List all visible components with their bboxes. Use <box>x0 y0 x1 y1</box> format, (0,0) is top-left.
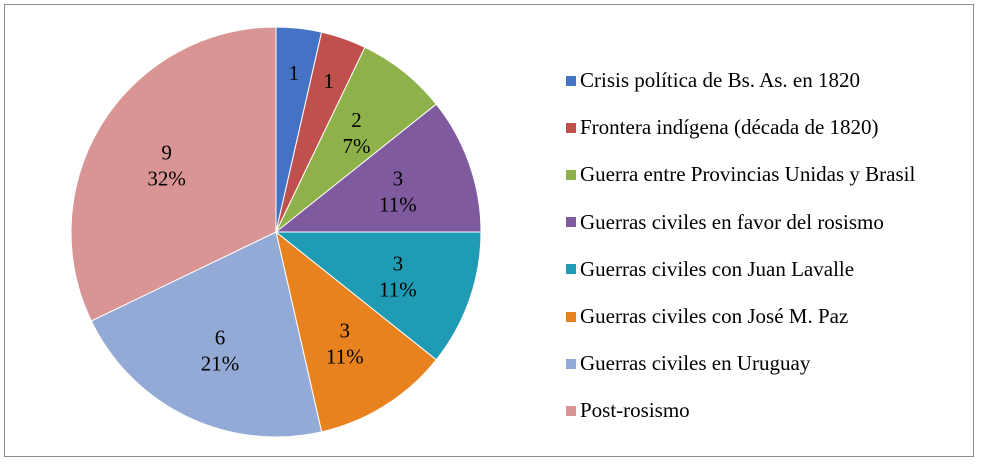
legend-item-guerras-civiles-en-favor-del-rosismo: Guerras civiles en favor del rosismo <box>566 199 966 246</box>
value-label: 1 <box>324 69 335 93</box>
legend-item-guerra-entre-provincias-unidas-y-brasil: Guerra entre Provincias Unidas y Brasil <box>566 151 966 198</box>
data-label-frontera-indigena-decada-de-1820: 1 <box>324 69 335 93</box>
value-label: 3 <box>339 318 350 342</box>
data-label-guerras-civiles-con-juan-lavalle: 311% <box>379 252 417 302</box>
legend-label: Post-rosismo <box>580 398 690 423</box>
legend-label: Guerra entre Provincias Unidas y Brasil <box>580 162 916 187</box>
value-label: 2 <box>351 108 362 132</box>
legend-label: Guerras civiles con José M. Paz <box>580 304 849 329</box>
pie-slice-post-rosismo <box>70 26 277 322</box>
data-label-guerras-civiles-con-jose-m-paz: 311% <box>326 318 364 368</box>
value-label: 1 <box>289 61 300 85</box>
legend-swatch <box>566 169 576 180</box>
legend-item-guerras-civiles-con-jose-m-paz: Guerras civiles con José M. Paz <box>566 293 966 340</box>
legend-swatch <box>566 405 576 416</box>
chart-legend: Crisis política de Bs. As. en 1820 Fronte… <box>566 57 966 435</box>
data-label-post-rosismo: 932% <box>147 140 186 190</box>
legend-swatch <box>566 311 576 322</box>
legend-swatch <box>566 264 576 275</box>
pie-slice-guerras-civiles-en-uruguay <box>90 231 323 438</box>
value-label: 3 <box>393 252 404 276</box>
legend-item-crisis-politica-de-bs-as-en-1820: Crisis política de Bs. As. en 1820 <box>566 57 966 104</box>
percent-label: 7% <box>343 134 371 158</box>
percent-label: 11% <box>379 278 417 302</box>
legend-label: Guerras civiles en Uruguay <box>580 351 811 376</box>
legend-label: Guerras civiles en favor del rosismo <box>580 209 884 234</box>
legend-swatch <box>566 75 576 86</box>
legend-swatch <box>566 217 576 228</box>
percent-label: 11% <box>326 344 364 368</box>
legend-item-guerras-civiles-en-uruguay: Guerras civiles en Uruguay <box>566 340 966 387</box>
pie-slice-guerras-civiles-en-favor-del-rosismo <box>274 103 482 233</box>
percent-label: 32% <box>147 166 186 190</box>
legend-label: Frontera indígena (década de 1820) <box>580 115 879 140</box>
legend-label: Crisis política de Bs. As. en 1820 <box>580 68 860 93</box>
legend-swatch <box>566 358 576 369</box>
pie-slice-guerras-civiles-con-juan-lavalle <box>274 231 482 361</box>
value-label: 9 <box>161 140 172 164</box>
value-label: 3 <box>393 166 404 190</box>
data-label-guerra-entre-provincias-unidas-y-brasil: 27% <box>343 108 371 158</box>
percent-label: 11% <box>379 192 417 216</box>
legend-item-post-rosismo: Post-rosismo <box>566 387 966 434</box>
data-label-guerras-civiles-en-uruguay: 621% <box>201 325 240 375</box>
data-label-crisis-politica-de-bs-as-en-1820: 1 <box>289 61 300 85</box>
pie-slice-guerras-civiles-con-jose-m-paz <box>275 230 437 433</box>
percent-label: 21% <box>201 351 240 375</box>
data-label-guerras-civiles-en-favor-del-rosismo: 311% <box>379 166 417 216</box>
legend-item-guerras-civiles-con-juan-lavalle: Guerras civiles con Juan Lavalle <box>566 246 966 293</box>
legend-swatch <box>566 122 576 133</box>
legend-item-frontera-indigena-decada-de-1820: Frontera indígena (década de 1820) <box>566 104 966 151</box>
legend-label: Guerras civiles con Juan Lavalle <box>580 256 855 281</box>
value-label: 6 <box>215 325 226 349</box>
